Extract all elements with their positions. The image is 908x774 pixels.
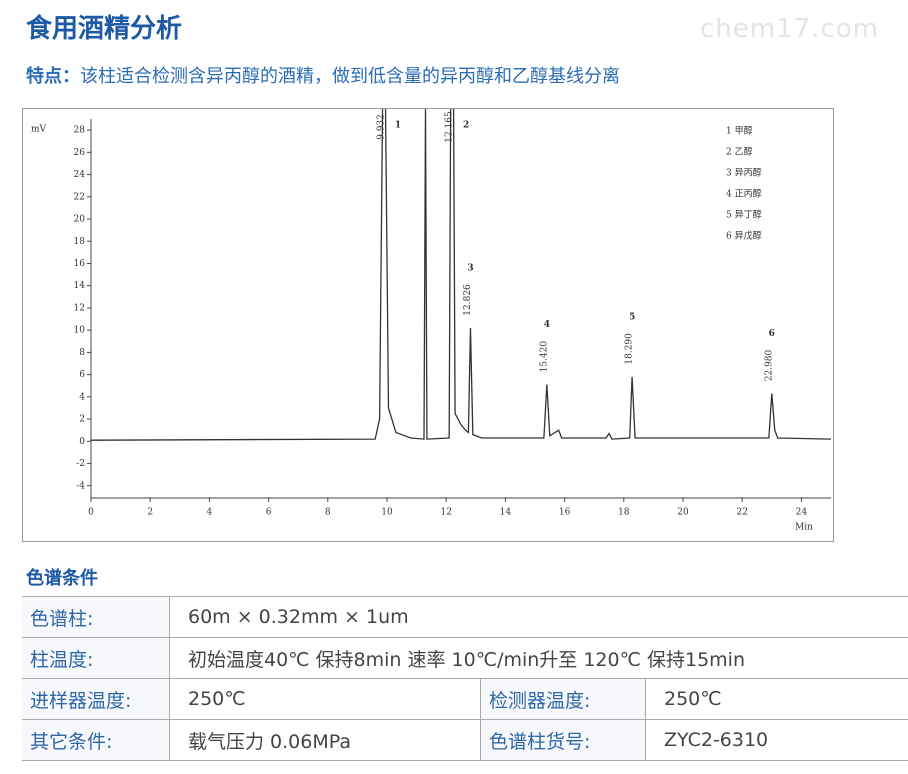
y-tick-label: 24 [74,170,86,180]
cell: 60m × 0.32mm × 1um [169,596,908,638]
y-tick-label: -2 [76,459,85,469]
x-tick-label: 2 [147,508,153,518]
cell: 进样器温度: [22,678,170,720]
section-title: 色谱条件 [26,568,98,589]
y-tick-label: 6 [79,370,85,380]
x-tick-label: 12 [440,508,451,518]
cell: ZYC2-6310 [645,719,908,761]
x-tick-label: 22 [736,508,747,518]
legend-entry: 6 异戊醇 [726,230,762,242]
y-tick-label: 28 [74,126,86,136]
peak-time: 18.290 [625,333,635,365]
peak-time: 12.826 [463,284,473,316]
x-tick-label: 8 [325,508,331,518]
legend-entry: 3 异丙醇 [726,167,762,179]
y-tick-label: 12 [74,303,85,313]
peak-time: 22.980 [764,350,774,382]
peak-annotation: 1 9.932 [377,114,402,140]
legend-entry: 1 甲醇 [726,125,753,137]
y-tick-label: 26 [74,148,86,158]
peak-time: 9.932 [377,114,387,140]
cell: 其它条件: [22,719,170,761]
y-tick-label: -4 [76,481,85,491]
x-tick-label: 6 [266,508,272,518]
x-tick-label: 20 [677,508,689,518]
cell: 载气压力 0.06MPa [169,719,481,761]
peak-number: 1 [395,121,401,131]
peak-annotation: 5 18.290 [625,312,636,364]
x-tick-label: 24 [796,508,808,518]
x-tick-label: 16 [559,508,571,518]
y-axis-label: mV [31,125,47,135]
peak-number: 3 [467,263,473,273]
y-tick-label: 14 [74,281,86,291]
cell: 色谱柱: [22,596,170,638]
title: 食用酒精分析 [26,14,183,44]
y-tick-label: 22 [74,192,85,202]
cell: 初始温度40℃ 保持8min 速率 10℃/min升至 120℃ 保持15min [169,637,908,679]
cell: 检测器温度: [480,678,646,720]
cell: 柱温度: [22,637,170,679]
subtitle: 特点：该柱适合检测含异丙醇的酒精，做到低含量的异丙醇和乙醇基线分离 [26,62,620,88]
peak-number: 2 [463,121,469,131]
y-tick-label: 2 [79,415,85,425]
legend-entry: 4 正丙醇 [726,188,762,200]
x-tick-label: 10 [381,508,393,518]
peak-annotation: 2 12.165 [445,111,470,143]
y-tick-label: 0 [79,437,85,447]
peak-time: 15.420 [539,341,549,373]
y-tick-label: 16 [74,259,86,269]
x-tick-label: 4 [207,508,213,518]
y-tick-label: 8 [79,348,85,358]
trace [90,109,832,441]
y-tick-label: 18 [74,237,86,247]
legend-entry: 2 乙醇 [726,146,753,158]
y-tick-label: 10 [74,326,86,336]
subtitle-key: 特点： [26,66,80,87]
cell: 250℃ [169,678,481,720]
peak-annotation: 3 12.826 [463,263,474,315]
y-tick-label: 20 [74,215,86,225]
x-tick-label: 0 [88,508,94,518]
y-tick-label: 4 [79,392,85,402]
legend-entry: 5 异丁醇 [726,209,762,221]
peak-number: 4 [544,320,550,330]
peak-annotation: 6 22.980 [764,329,775,381]
x-tick-label: 18 [618,508,630,518]
subtitle-text: 该柱适合检测含异丙醇的酒精，做到低含量的异丙醇和乙醇基线分离 [80,66,620,87]
watermark: chem17.com [700,14,879,44]
x-tick-label: 14 [500,508,512,518]
peak-time: 12.165 [445,111,455,143]
peak-number: 6 [769,329,775,339]
peak-annotation: 4 15.420 [539,320,550,372]
peak-number: 5 [629,312,635,322]
cell: 250℃ [645,678,908,720]
cell: 色谱柱货号: [480,719,646,761]
x-axis-label: Min [795,523,813,533]
conditions-table: 色谱柱: 60m × 0.32mm × 1um 柱温度: 初始温度40℃ 保持8mi… [22,596,908,761]
